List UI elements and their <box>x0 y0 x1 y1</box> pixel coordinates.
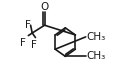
Text: F: F <box>25 20 30 30</box>
Text: F: F <box>31 40 37 50</box>
Text: CH₃: CH₃ <box>86 51 105 61</box>
Text: O: O <box>40 2 48 12</box>
Text: CH₃: CH₃ <box>86 32 105 42</box>
Text: F: F <box>20 38 26 48</box>
